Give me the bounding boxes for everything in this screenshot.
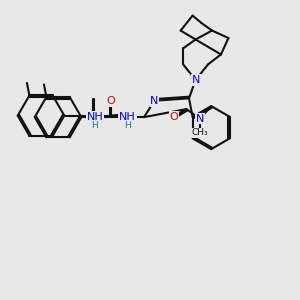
Text: N: N xyxy=(191,75,200,85)
Text: H: H xyxy=(124,121,131,130)
Text: N: N xyxy=(196,114,204,124)
Text: O: O xyxy=(107,96,116,106)
Text: O: O xyxy=(169,112,178,122)
Text: H: H xyxy=(92,121,98,130)
Text: NH: NH xyxy=(86,112,103,122)
Text: CH₃: CH₃ xyxy=(192,128,208,137)
Text: NH: NH xyxy=(119,112,136,122)
Text: N: N xyxy=(150,96,159,106)
